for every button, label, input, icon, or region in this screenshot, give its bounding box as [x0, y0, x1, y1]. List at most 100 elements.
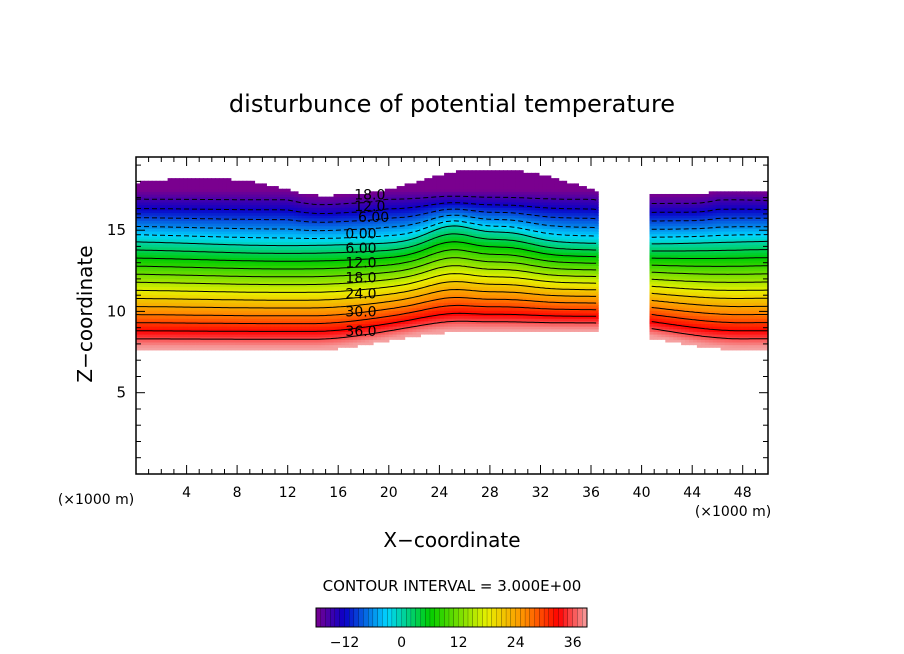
field-cell	[139, 233, 145, 237]
field-cell	[147, 233, 153, 237]
field-cell	[290, 265, 295, 269]
field-cell	[353, 283, 358, 288]
field-cell	[238, 220, 244, 224]
field-cell	[353, 233, 358, 237]
field-cell	[171, 323, 177, 327]
field-cell	[420, 254, 425, 258]
field-cell	[171, 215, 177, 219]
field-cell	[278, 347, 283, 351]
field-cell	[211, 228, 216, 232]
field-cell	[171, 310, 177, 314]
field-cell	[392, 212, 398, 216]
field-cell	[218, 212, 224, 216]
field-cell	[357, 341, 362, 346]
field-cell	[139, 225, 145, 229]
field-cell	[420, 244, 425, 248]
field-cell	[203, 183, 208, 187]
field-cell	[278, 304, 283, 309]
field-cell	[187, 228, 192, 232]
field-cell	[313, 273, 319, 277]
field-cell	[317, 273, 323, 277]
field-cell	[286, 199, 291, 203]
field-cell	[234, 323, 240, 327]
field-cell	[195, 344, 200, 348]
field-cell	[226, 257, 232, 261]
field-cell	[187, 275, 192, 280]
field-cell	[333, 254, 339, 258]
field-cell	[452, 286, 457, 290]
field-cell	[455, 312, 461, 317]
field-cell	[136, 209, 141, 214]
field-cell	[361, 328, 366, 332]
field-cell	[376, 209, 382, 214]
field-cell	[365, 215, 370, 219]
field-cell	[199, 188, 204, 192]
field-cell	[230, 207, 236, 211]
field-cell	[242, 307, 248, 311]
field-cell	[226, 310, 232, 314]
field-cell	[408, 270, 414, 274]
field-cell	[270, 275, 275, 280]
field-cell	[278, 328, 283, 332]
field-cell	[325, 328, 331, 332]
field-cell	[199, 209, 204, 214]
field-cell	[369, 283, 374, 288]
field-cell	[424, 289, 429, 293]
field-cell	[195, 341, 200, 346]
field-cell	[139, 323, 145, 327]
field-cell	[286, 320, 291, 325]
field-cell	[195, 328, 200, 332]
field-cell	[215, 323, 220, 327]
field-cell	[136, 252, 141, 256]
field-cell	[203, 217, 208, 221]
field-cell	[361, 291, 366, 295]
field-cell	[436, 180, 441, 185]
field-cell	[274, 241, 279, 245]
field-cell	[278, 283, 283, 288]
field-cell	[400, 336, 406, 340]
field-cell	[301, 299, 307, 303]
field-cell	[317, 339, 323, 343]
field-cell	[412, 252, 418, 256]
field-cell	[396, 257, 402, 261]
field-cell	[321, 236, 327, 240]
field-cell	[373, 262, 378, 266]
field-cell	[254, 331, 260, 335]
field-cell	[266, 199, 271, 203]
field-cell	[400, 265, 406, 269]
field-cell	[345, 320, 350, 325]
field-cell	[329, 241, 335, 245]
field-cell	[428, 273, 433, 277]
field-cell	[305, 270, 311, 274]
field-cell	[147, 209, 153, 214]
field-cell	[404, 199, 410, 203]
field-cell	[183, 199, 188, 203]
field-cell	[365, 297, 370, 301]
field-cell	[436, 236, 441, 240]
field-cell	[440, 254, 445, 258]
field-cell	[143, 196, 149, 200]
field-cell	[230, 281, 236, 285]
field-cell	[250, 326, 256, 330]
field-cell	[341, 302, 346, 306]
field-cell	[424, 326, 429, 330]
field-cell	[211, 196, 216, 200]
field-cell	[325, 233, 331, 237]
field-cell	[222, 270, 228, 274]
field-cell	[408, 323, 414, 327]
field-cell	[211, 289, 216, 293]
field-cell	[416, 281, 421, 285]
field-cell	[349, 328, 354, 332]
field-cell	[384, 196, 390, 200]
field-cell	[373, 328, 378, 332]
field-cell	[290, 215, 295, 219]
field-cell	[262, 191, 267, 195]
field-cell	[151, 238, 157, 243]
field-cell	[392, 310, 398, 314]
field-cell	[234, 215, 240, 219]
field-cell	[234, 254, 240, 258]
field-cell	[436, 289, 441, 293]
field-cell	[353, 336, 358, 340]
field-cell	[376, 339, 382, 343]
field-cell	[317, 260, 323, 264]
